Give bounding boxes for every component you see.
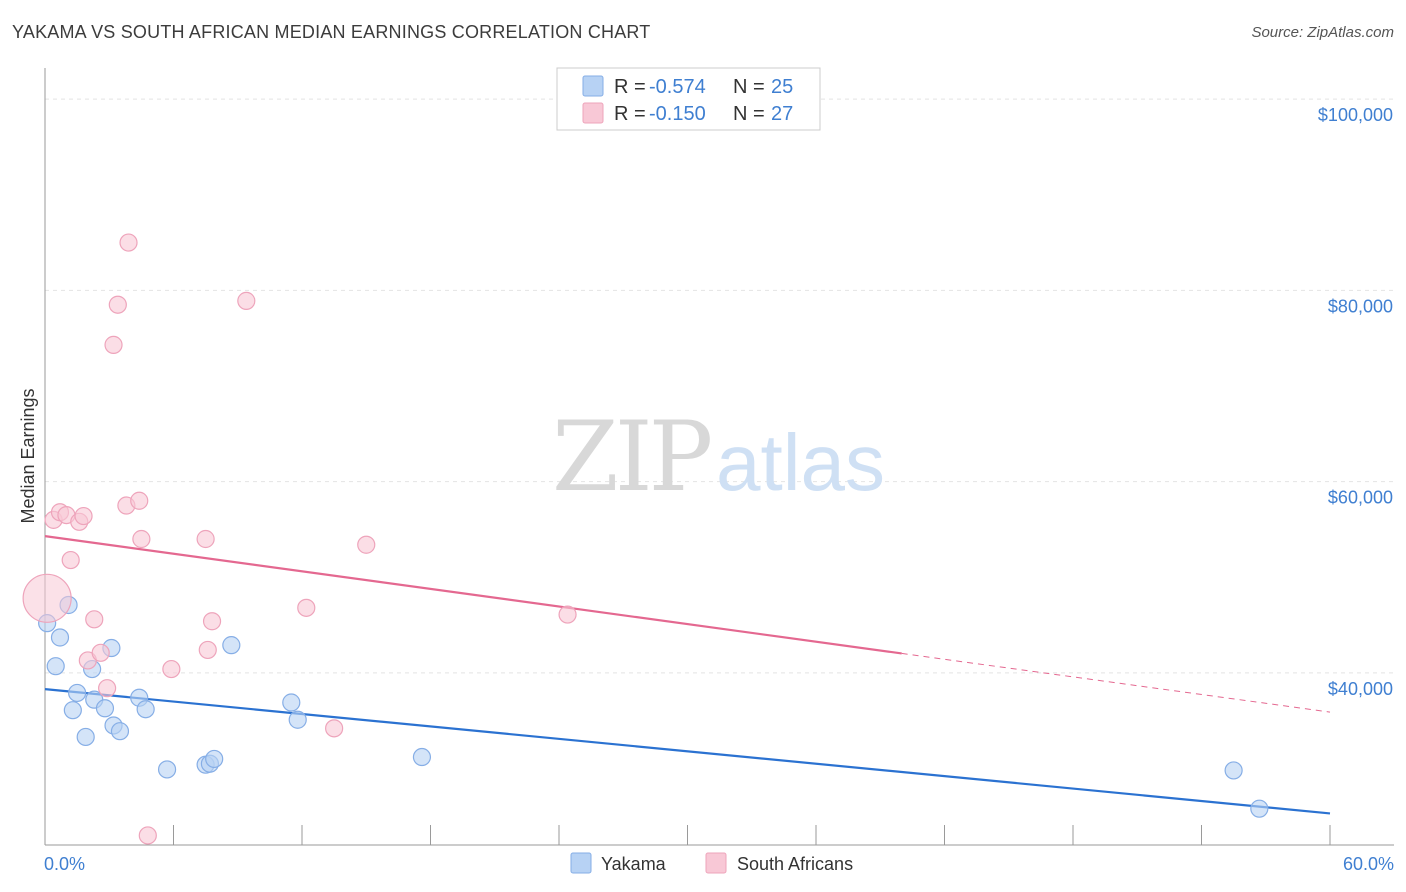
legend-yakama-r-value: -0.574 <box>649 76 706 98</box>
yakama-point <box>50 628 70 647</box>
legend-box: R = -0.574 N = 25 R = -0.150 N = 27 <box>556 67 821 131</box>
legend-yakama-swatch <box>582 75 604 97</box>
trend-line-1 <box>44 535 902 655</box>
bottom-legend-sa-label[interactable]: South Africans <box>737 854 853 874</box>
yakama-point <box>1250 799 1269 818</box>
x-ticks <box>173 825 1331 845</box>
legend-sa-n-value: 27 <box>771 103 793 125</box>
south-african-point <box>22 573 72 623</box>
y-tick-label: $40,000 <box>1328 679 1393 699</box>
legend-sa-r-value: -0.150 <box>649 103 706 125</box>
trend-line-extension-1 <box>901 652 1331 713</box>
y-tick-labels: $40,000 $60,000 $80,000 $100,000 <box>1318 105 1393 699</box>
south-african-point <box>138 826 157 845</box>
yakama-point <box>157 760 177 779</box>
south-african-point <box>61 550 80 570</box>
south-african-point <box>74 506 93 526</box>
bottom-legend-sa-swatch[interactable] <box>705 852 727 874</box>
trend-line-0 <box>44 688 1331 815</box>
south-african-point <box>162 659 181 679</box>
axes <box>44 68 1394 846</box>
south-african-point <box>357 535 376 554</box>
data-points <box>22 233 1269 845</box>
watermark: ZIP atlas <box>552 401 885 513</box>
yakama-point <box>76 727 95 747</box>
south-african-point <box>325 719 344 738</box>
y-tick-label: $100,000 <box>1318 105 1393 125</box>
x-tick-label-max: 60.0% <box>1343 854 1394 874</box>
source-credit: Source: ZipAtlas.com <box>1251 24 1394 41</box>
south-african-point <box>558 605 577 624</box>
south-african-point <box>119 233 138 252</box>
legend-sa-swatch <box>582 102 604 124</box>
bottom-legend-yakama-swatch[interactable] <box>570 852 592 874</box>
yakama-point <box>282 693 301 712</box>
yakama-point <box>110 722 130 741</box>
y-tick-label: $60,000 <box>1328 488 1393 508</box>
bottom-legend-yakama-label[interactable]: Yakama <box>601 854 667 874</box>
south-african-point <box>198 640 217 660</box>
legend-sa-r-label: R = <box>614 103 646 125</box>
south-african-point <box>132 529 151 549</box>
south-african-point <box>297 598 316 617</box>
south-african-point <box>130 491 149 510</box>
x-tick-label-min: 0.0% <box>44 854 85 874</box>
yakama-point <box>412 747 432 767</box>
yakama-point <box>205 749 224 769</box>
yakama-point <box>136 700 155 719</box>
yakama-point <box>95 699 115 718</box>
south-african-point <box>91 643 110 662</box>
yakama-point <box>46 657 65 676</box>
chart-title: YAKAMA VS SOUTH AFRICAN MEDIAN EARNINGS … <box>12 22 651 42</box>
trend-lines <box>44 535 1331 815</box>
y-axis-label: Median Earnings <box>18 388 38 523</box>
watermark-atlas: atlas <box>716 418 885 507</box>
south-african-point <box>85 610 104 629</box>
legend-yakama-r-label: R = <box>614 76 646 98</box>
bottom-legend: Yakama South Africans <box>570 852 853 874</box>
legend-sa-n-label: N = <box>733 103 765 125</box>
south-african-point <box>237 291 256 310</box>
legend-yakama-n-label: N = <box>733 76 765 98</box>
south-african-point <box>108 295 127 314</box>
watermark-zip: ZIP <box>552 401 711 513</box>
south-african-point <box>196 529 215 549</box>
grid-lines <box>45 98 1394 674</box>
yakama-point <box>288 710 307 729</box>
yakama-point <box>222 636 241 655</box>
south-african-point <box>202 612 222 631</box>
yakama-point <box>63 701 82 720</box>
y-tick-label: $80,000 <box>1328 296 1393 316</box>
south-african-point <box>104 335 123 354</box>
yakama-point <box>1224 761 1243 780</box>
yakama-point <box>68 683 87 703</box>
south-african-point <box>98 679 117 698</box>
legend-yakama-n-value: 25 <box>771 76 793 98</box>
